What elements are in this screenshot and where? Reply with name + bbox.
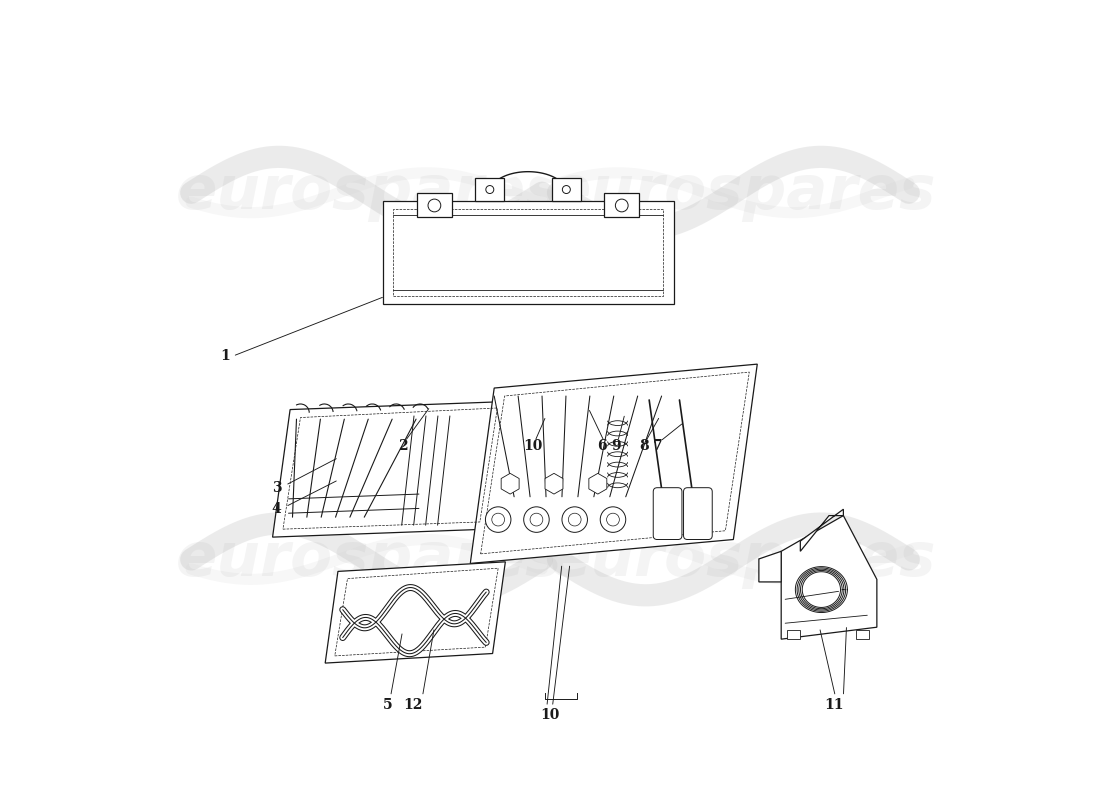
Text: 4: 4 bbox=[272, 502, 282, 516]
Polygon shape bbox=[604, 193, 639, 217]
Text: 6: 6 bbox=[597, 439, 606, 454]
Text: 2: 2 bbox=[398, 439, 407, 454]
Text: 7: 7 bbox=[652, 439, 662, 454]
Text: 3: 3 bbox=[272, 481, 282, 494]
Text: 10: 10 bbox=[522, 439, 542, 454]
Text: 9: 9 bbox=[612, 439, 621, 454]
Text: 8: 8 bbox=[639, 439, 649, 454]
Text: eurospares: eurospares bbox=[175, 530, 562, 589]
FancyBboxPatch shape bbox=[653, 488, 682, 539]
Text: 5: 5 bbox=[384, 698, 393, 711]
Text: eurospares: eurospares bbox=[550, 530, 936, 589]
Circle shape bbox=[562, 186, 570, 194]
Circle shape bbox=[485, 507, 510, 532]
Circle shape bbox=[615, 199, 628, 212]
Polygon shape bbox=[273, 402, 505, 537]
Polygon shape bbox=[759, 551, 781, 582]
Circle shape bbox=[428, 199, 441, 212]
Text: eurospares: eurospares bbox=[175, 163, 562, 222]
Polygon shape bbox=[326, 562, 505, 663]
Polygon shape bbox=[471, 364, 757, 563]
Text: 1: 1 bbox=[220, 349, 230, 363]
Polygon shape bbox=[475, 178, 504, 201]
Text: 12: 12 bbox=[404, 698, 422, 711]
Circle shape bbox=[601, 507, 626, 532]
Circle shape bbox=[562, 507, 587, 532]
Circle shape bbox=[486, 186, 494, 194]
Bar bbox=[856, 630, 869, 639]
Bar bbox=[786, 630, 800, 639]
Text: 11: 11 bbox=[824, 698, 844, 711]
FancyBboxPatch shape bbox=[683, 488, 712, 539]
Polygon shape bbox=[552, 178, 581, 201]
Circle shape bbox=[569, 514, 581, 526]
Text: 10: 10 bbox=[540, 708, 560, 722]
Polygon shape bbox=[801, 510, 844, 551]
Circle shape bbox=[492, 514, 505, 526]
Polygon shape bbox=[781, 515, 877, 639]
Text: eurospares: eurospares bbox=[550, 163, 936, 222]
Polygon shape bbox=[383, 201, 673, 304]
Circle shape bbox=[606, 514, 619, 526]
Circle shape bbox=[530, 514, 542, 526]
Circle shape bbox=[524, 507, 549, 532]
Polygon shape bbox=[417, 193, 452, 217]
